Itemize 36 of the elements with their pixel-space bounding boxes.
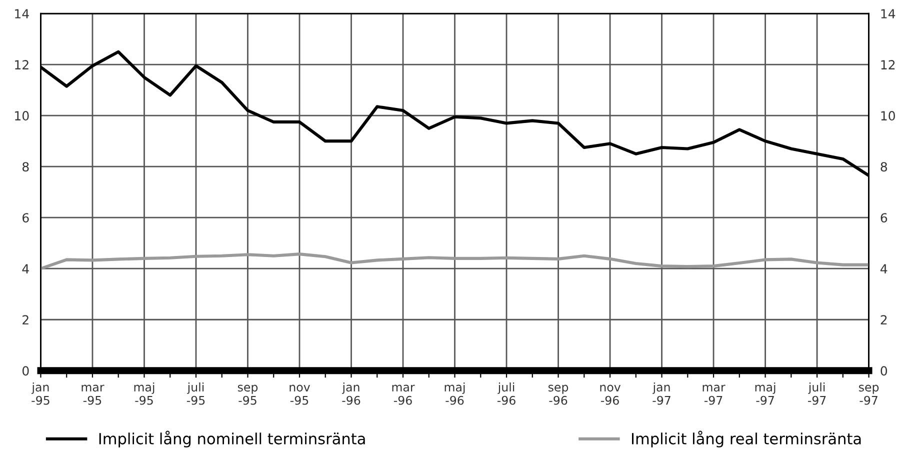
x-tick-label: nov -96 bbox=[600, 384, 621, 405]
x-tick-label: sep -96 bbox=[548, 384, 568, 405]
x-tick-label: maj -97 bbox=[755, 382, 776, 405]
y2-tick-label: 6 bbox=[880, 213, 888, 223]
y2-tick-label: 4 bbox=[880, 264, 888, 274]
y2-tick-label: 0 bbox=[880, 366, 888, 376]
legend-label: Implicit lång nominell terminsränta bbox=[99, 430, 365, 448]
x-tick-label: jan -95 bbox=[32, 382, 50, 405]
x-tick-label: sep -95 bbox=[238, 384, 258, 405]
y-tick-label: 10 bbox=[15, 111, 29, 121]
x-tick-label: mar -96 bbox=[392, 384, 415, 405]
x-tick-label: mar -97 bbox=[702, 384, 726, 405]
y2-tick-label: 14 bbox=[881, 9, 896, 18]
x-tick-label: jan -97 bbox=[652, 382, 670, 405]
y-tick-label: 2 bbox=[22, 315, 28, 324]
y-tick-label: 12 bbox=[15, 60, 28, 70]
y2-tick-label: 2 bbox=[880, 315, 887, 324]
x-tick-label: maj -95 bbox=[134, 382, 154, 405]
x-tick-label: juli -97 bbox=[808, 382, 826, 405]
y-tick-label: 14 bbox=[15, 9, 29, 18]
x-tick-label: mar -95 bbox=[82, 384, 104, 405]
y2-tick-label: 10 bbox=[881, 111, 895, 121]
y2-tick-label: 8 bbox=[880, 162, 888, 172]
legend-label: Implicit lång real terminsränta bbox=[632, 430, 861, 448]
x-tick-label: juli -96 bbox=[497, 382, 516, 405]
line-series bbox=[40, 252, 869, 270]
x-tick-label: maj -96 bbox=[444, 382, 465, 405]
x-tick-label: juli -95 bbox=[186, 382, 205, 405]
x-tick-label: jan -96 bbox=[342, 382, 360, 405]
x-tick-label: sep -97 bbox=[858, 384, 879, 405]
y-tick-label: 0 bbox=[22, 366, 29, 376]
x-tick-label: nov -95 bbox=[290, 384, 310, 405]
y-tick-label: 4 bbox=[22, 264, 29, 274]
y2-tick-label: 12 bbox=[881, 60, 895, 70]
y-tick-label: 6 bbox=[22, 213, 29, 223]
y-tick-label: 8 bbox=[22, 162, 29, 172]
